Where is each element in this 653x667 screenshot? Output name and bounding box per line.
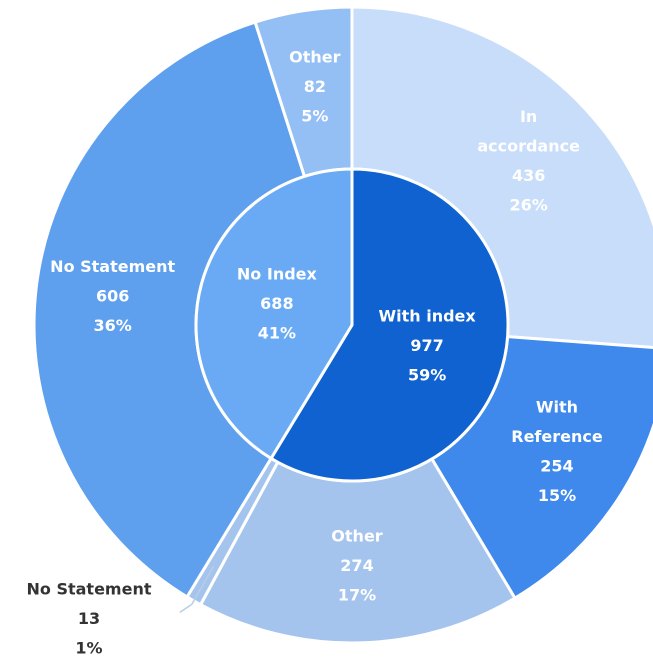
label-outer-slice-no-index-no-statement-line-1: 606: [96, 287, 129, 306]
label-outer-slice-with-index-other-line-2: 17%: [338, 585, 376, 604]
label-outer-slice-with-index-other: Other 274 17%: [331, 526, 382, 604]
label-inner-slice-with-index-line-0: With index: [378, 307, 476, 326]
label-outer-slice-with-index-in-accordance-line-0: In: [520, 107, 537, 126]
label-outer-slice-no-index-other: Other 82 5%: [289, 47, 340, 125]
label-inner-slice-no-index: No Index 688 41%: [237, 264, 318, 342]
label-outer-slice-with-index-no-statement-line-2: 1%: [75, 639, 102, 658]
outer-ring: [32, 5, 653, 645]
label-outer-slice-no-index-no-statement-line-2: 36%: [94, 316, 132, 335]
label-outer-slice-no-index-other-line-0: Other: [289, 47, 340, 66]
label-outer-slice-with-index-with-reference-line-2: 254: [540, 456, 573, 475]
label-outer-slice-with-index-no-statement-line-1: 13: [78, 609, 100, 628]
label-outer-slice-with-index-in-accordance-line-3: 26%: [509, 195, 547, 214]
inner-slice-no-index: [194, 167, 354, 460]
label-outer-slice-no-index-no-statement: No Statement 606 36%: [50, 257, 175, 335]
label-inner-slice-no-index-line-0: No Index: [237, 264, 318, 283]
label-outer-slice-with-index-other-line-0: Other: [331, 526, 382, 545]
labels: In accordance 436 26% With Reference 254 15% Oth…: [27, 47, 603, 657]
label-outer-slice-with-index-with-reference-line-0: With: [536, 397, 578, 416]
label-outer-slice-with-index-with-reference-line-1: Reference: [511, 427, 603, 446]
label-outer-slice-no-index-other-line-1: 82: [304, 77, 326, 96]
label-outer-slice-no-index-other-line-2: 5%: [301, 106, 328, 125]
label-outer-slice-with-index-no-statement: No Statement 13 1%: [27, 580, 152, 658]
inner-slice-with-index: [269, 167, 510, 483]
callout-leader-line: [179, 565, 215, 613]
label-outer-slice-with-index-in-accordance-line-1: accordance: [477, 136, 580, 155]
label-outer-slice-with-index-in-accordance: In accordance 436 26%: [477, 107, 580, 215]
label-inner-slice-with-index-line-2: 59%: [408, 366, 446, 385]
label-outer-slice-with-index-in-accordance-line-2: 436: [512, 166, 545, 185]
label-outer-slice-with-index-no-statement-line-0: No Statement: [27, 580, 152, 599]
label-inner-slice-no-index-line-1: 688: [260, 294, 293, 313]
label-inner-slice-with-index: With index 977 59%: [378, 307, 476, 385]
inner-ring: [194, 167, 510, 483]
label-outer-slice-with-index-with-reference: With Reference 254 15%: [511, 397, 603, 505]
label-inner-slice-with-index-line-1: 977: [410, 336, 443, 355]
label-outer-slice-no-index-no-statement-line-0: No Statement: [50, 257, 175, 276]
label-outer-slice-with-index-with-reference-line-3: 15%: [538, 486, 576, 505]
label-inner-slice-no-index-line-2: 41%: [258, 323, 296, 342]
label-outer-slice-with-index-other-line-1: 274: [340, 556, 373, 575]
